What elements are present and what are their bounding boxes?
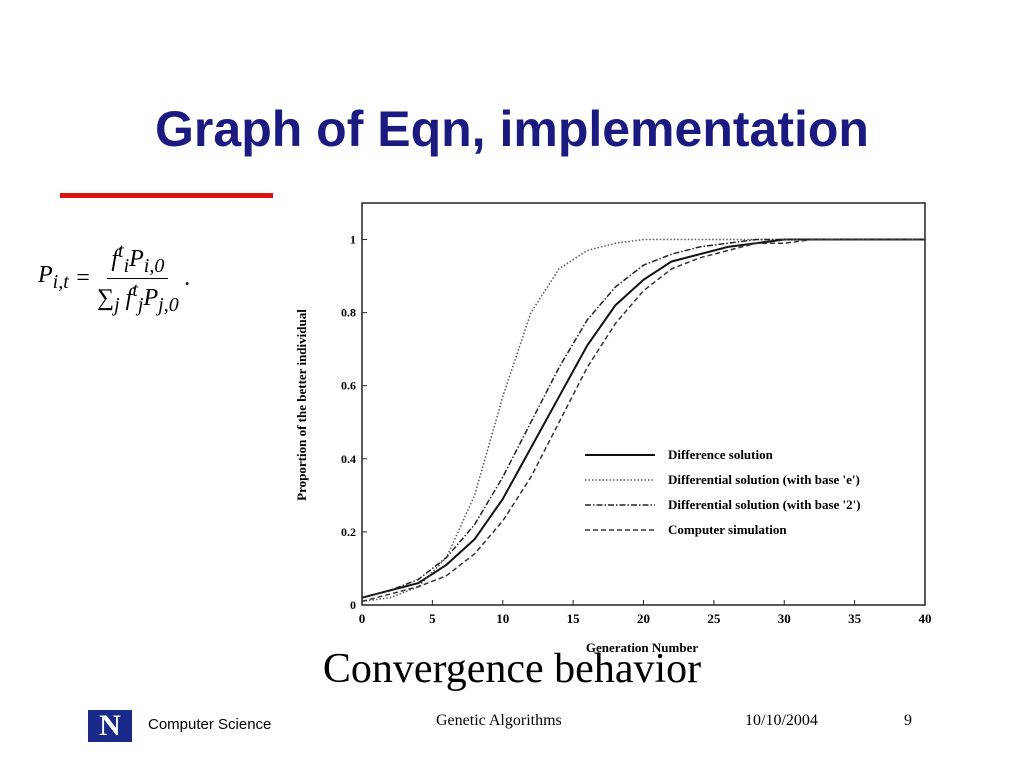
- x-tick-label: 15: [567, 611, 581, 626]
- x-axis-label: Generation Number: [586, 640, 699, 655]
- eq-sub: i,0: [143, 254, 165, 277]
- eq-sup: t: [118, 240, 124, 262]
- legend-label: Computer simulation: [668, 522, 787, 537]
- eq-symbol: P: [143, 284, 159, 311]
- footer-date: 10/10/2004: [745, 712, 818, 729]
- title-rule: [60, 193, 273, 198]
- eq-sub: i: [123, 254, 130, 277]
- footer-page: 9: [904, 712, 912, 729]
- eq-symbol: =: [74, 264, 91, 291]
- eq-symbol: f: [125, 284, 133, 311]
- eq-symbol: P: [38, 262, 53, 289]
- y-tick-label: 0.2: [341, 525, 356, 539]
- equation: Pi,t = ftiPi,0 ∑j ftjPj,0 .: [38, 240, 191, 317]
- x-tick-label: 25: [707, 611, 721, 626]
- y-tick-label: 0.8: [341, 306, 356, 320]
- logo: N: [88, 710, 132, 742]
- eq-sub: j: [114, 293, 120, 316]
- plot-frame: [361, 202, 926, 606]
- eq-symbol: P: [129, 246, 144, 272]
- series-line: [361, 238, 925, 599]
- series-line: [361, 238, 925, 599]
- x-tick-label: 30: [778, 611, 791, 626]
- slide-title: Graph of Eqn, implementation: [155, 101, 869, 157]
- x-tick-label: 35: [848, 611, 862, 626]
- eq-symbol: f: [111, 246, 118, 272]
- fraction: ftiPi,0 ∑j ftjPj,0: [97, 240, 179, 317]
- legend-label: Differential solution (with base '2'): [668, 497, 861, 512]
- y-tick-label: 0: [350, 598, 356, 612]
- eq-symbol: ∑: [97, 284, 115, 311]
- x-tick-label: 20: [637, 611, 650, 626]
- x-tick-label: 5: [429, 611, 436, 626]
- x-tick-label: 0: [359, 611, 366, 626]
- caption: Convergence behavior: [322, 646, 702, 692]
- footer-topic: Genetic Algorithms: [436, 712, 562, 729]
- legend-label: Differential solution (with base 'e'): [668, 472, 860, 487]
- y-axis-label: Proportion of the better individual: [294, 309, 309, 501]
- x-tick-label: 40: [919, 611, 932, 626]
- eq-sub: i,t: [52, 271, 69, 294]
- series-line: [361, 238, 925, 603]
- series-line: [361, 238, 925, 603]
- y-tick-label: 0.4: [341, 452, 356, 466]
- eq-sub: j,0: [158, 293, 179, 316]
- eq-sub: j: [137, 293, 144, 316]
- x-tick-label: 10: [496, 611, 509, 626]
- y-tick-label: 0.6: [341, 379, 356, 393]
- legend-label: Difference solution: [668, 447, 774, 462]
- eq-sup: t: [132, 278, 138, 301]
- eq-symbol: .: [184, 264, 191, 291]
- y-tick-label: 1: [350, 233, 356, 247]
- footer-org: Computer Science: [148, 716, 272, 733]
